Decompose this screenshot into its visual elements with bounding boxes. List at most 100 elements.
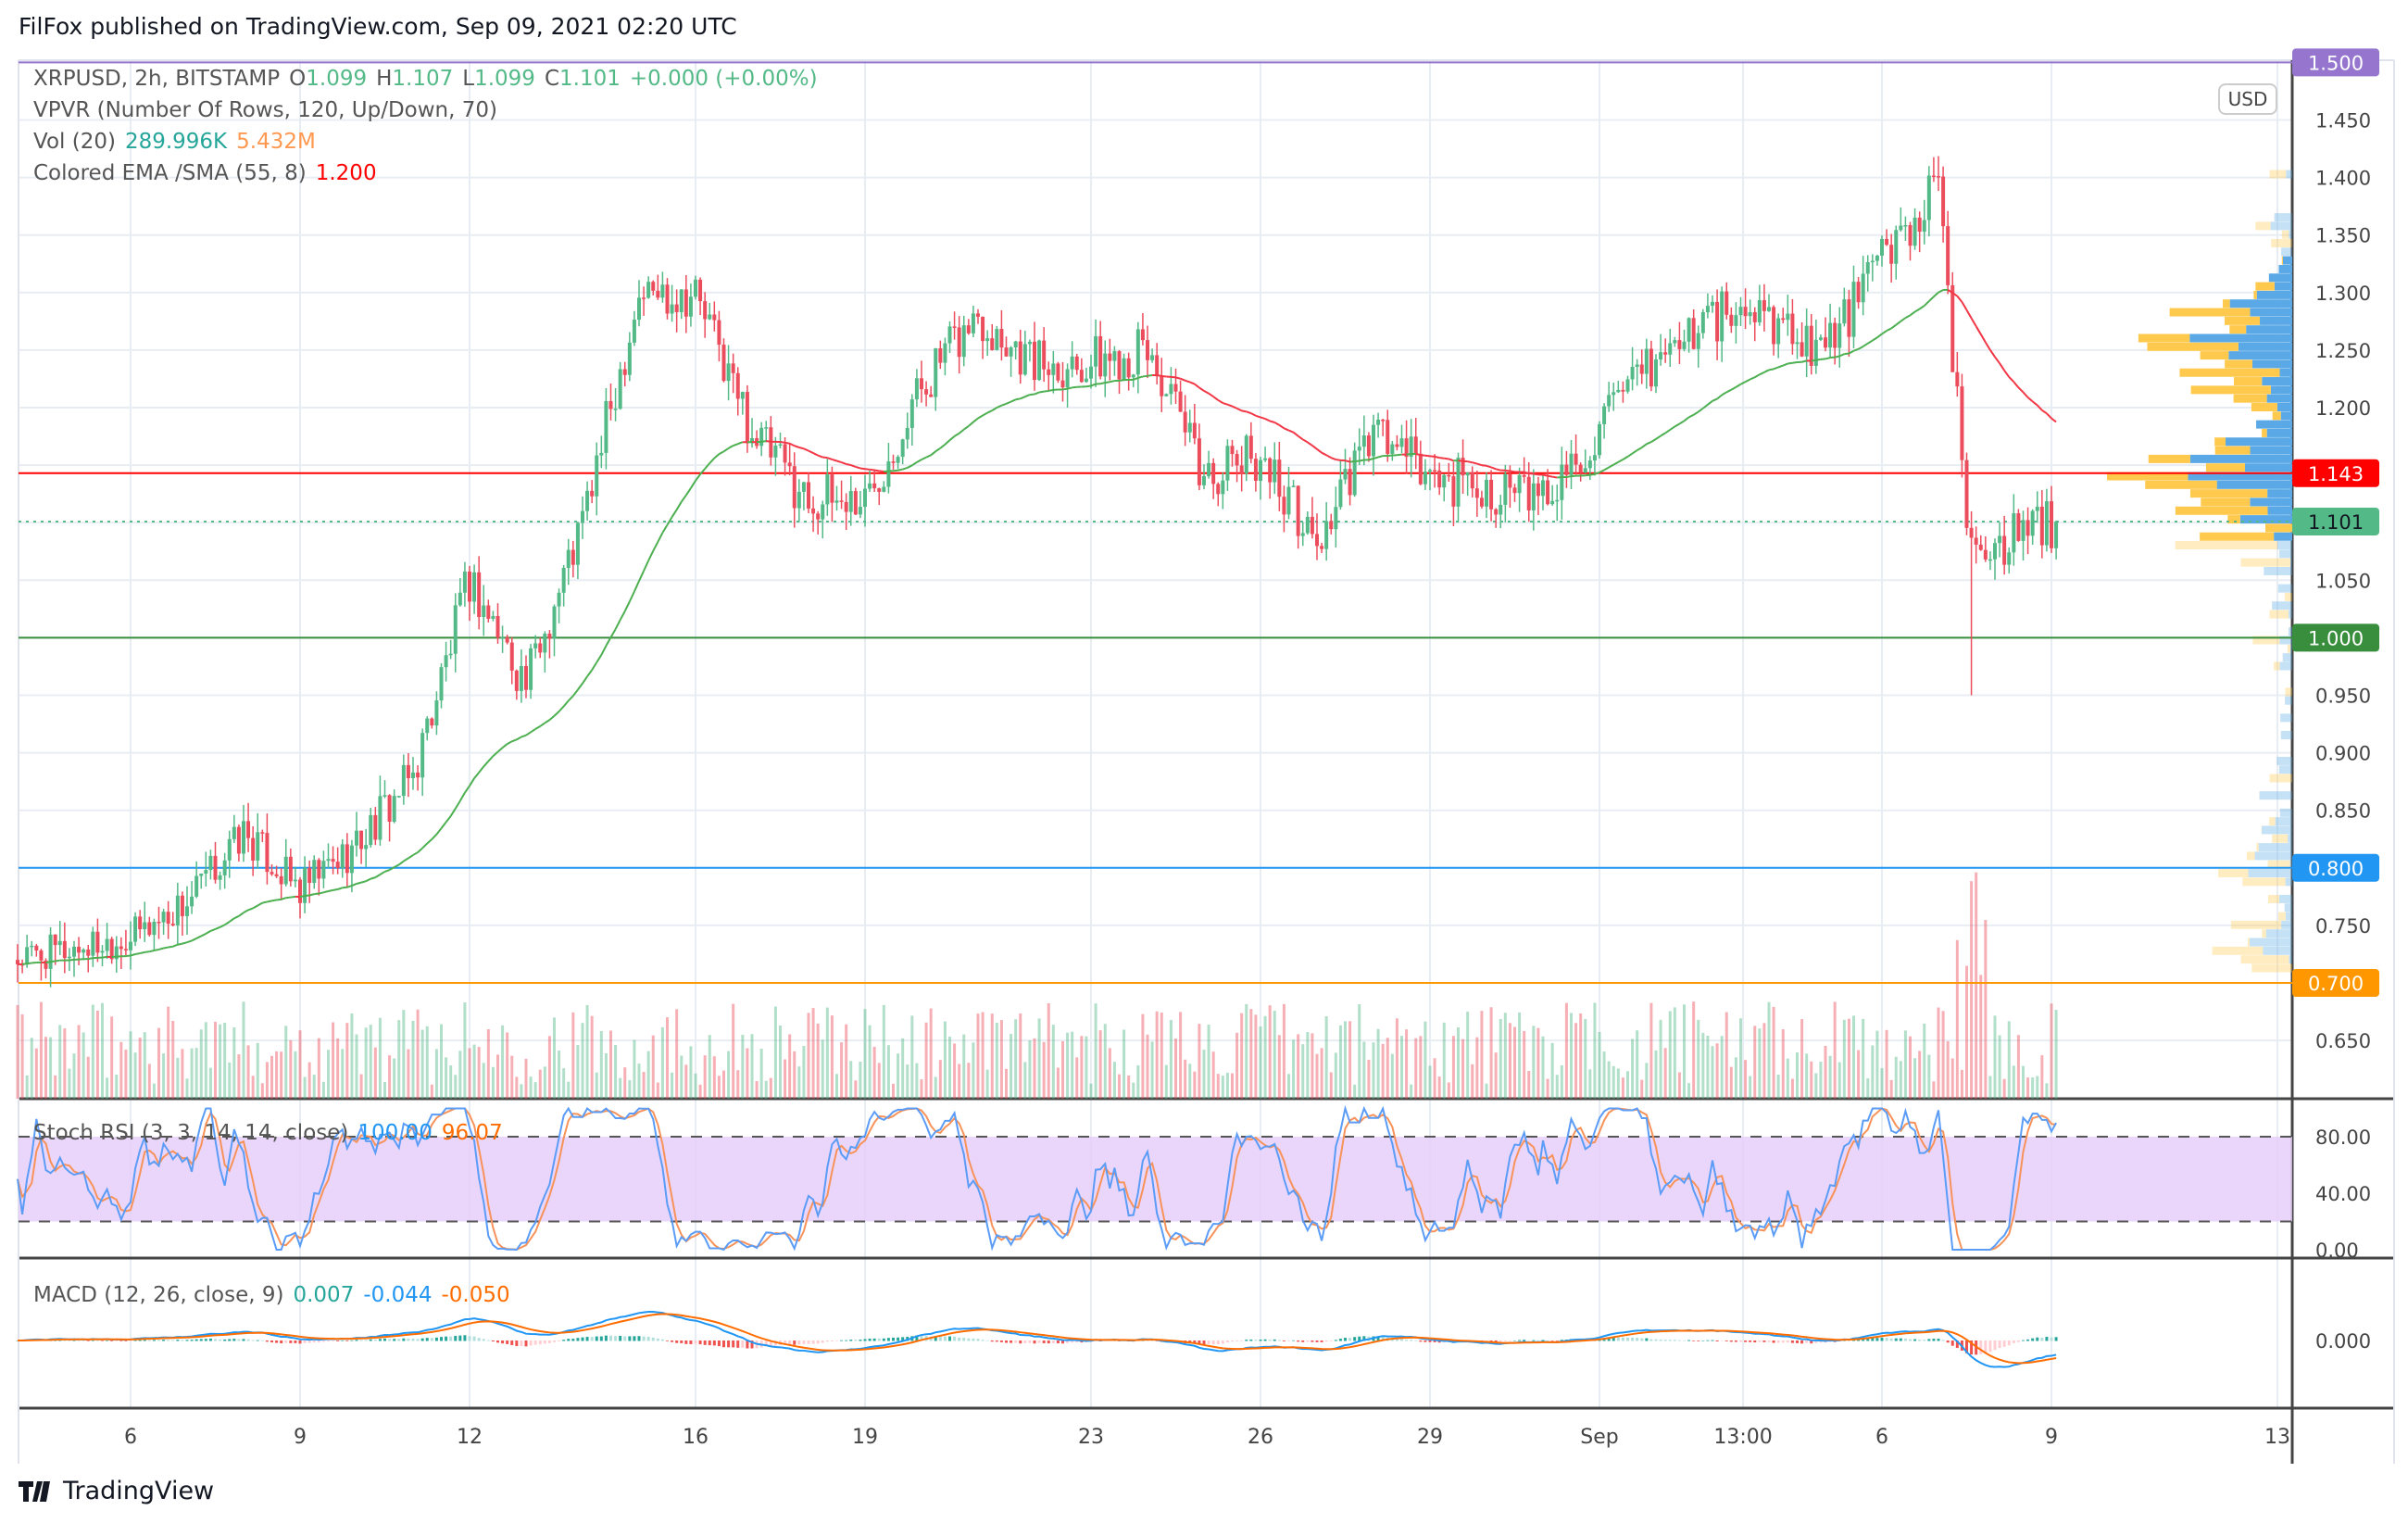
macd-histogram-bar bbox=[999, 1340, 1003, 1342]
ema-segment bbox=[1034, 391, 1040, 396]
volume-bar bbox=[129, 1031, 132, 1099]
macd-histogram-bar bbox=[1023, 1340, 1027, 1343]
candle-body bbox=[1112, 351, 1117, 361]
ema-segment bbox=[930, 450, 936, 457]
ema-segment bbox=[647, 550, 655, 561]
ema-segment bbox=[1250, 412, 1257, 417]
volume-bar bbox=[1056, 1067, 1060, 1099]
ema-segment bbox=[1377, 455, 1384, 459]
ema-legend[interactable]: Colored EMA /SMA (55, 8) 1.200 bbox=[33, 161, 386, 185]
volume-bar bbox=[830, 1015, 834, 1099]
candle-body bbox=[236, 826, 241, 854]
tradingview-logo[interactable]: TradingView bbox=[19, 1477, 214, 1505]
ema-segment bbox=[817, 454, 823, 459]
macd-histogram-bar bbox=[194, 1339, 198, 1341]
candle-body bbox=[105, 938, 109, 951]
ema-segment bbox=[346, 885, 353, 888]
candle-body bbox=[1955, 371, 1960, 387]
candle-body bbox=[2039, 506, 2044, 546]
candle-body bbox=[1160, 376, 1164, 396]
ema-segment bbox=[1626, 452, 1634, 458]
time-tick: Sep bbox=[1580, 1426, 1618, 1449]
vpvr-up-bar bbox=[2258, 843, 2292, 852]
volume-bar bbox=[341, 1049, 345, 1099]
volume-bar bbox=[990, 1013, 994, 1099]
macd-histogram-bar bbox=[327, 1340, 330, 1342]
symbol-info[interactable]: XRPUSD, 2h, BITSTAMP bbox=[33, 67, 281, 91]
candle-body bbox=[1037, 340, 1042, 381]
ema-segment bbox=[1142, 374, 1148, 378]
vpvr-up-bar bbox=[2289, 860, 2292, 869]
macd-legend[interactable]: MACD (12, 26, close, 9) 0.007 -0.044 -0.050 bbox=[33, 1283, 520, 1307]
vpvr-up-bar bbox=[2279, 661, 2292, 671]
macd-histogram-bar bbox=[1862, 1339, 1865, 1341]
macd-histogram-bar bbox=[171, 1340, 175, 1341]
volume-bar bbox=[1019, 1013, 1022, 1099]
vpvr-legend[interactable]: VPVR (Number Of Rows, 120, Up/Down, 70) bbox=[33, 98, 507, 122]
candle-body bbox=[392, 796, 396, 823]
volume-bar bbox=[143, 1032, 146, 1099]
stoch-legend[interactable]: Stoch RSI (3, 3, 14, 14, close) 100.00 96.… bbox=[33, 1121, 512, 1145]
volume-bars bbox=[16, 872, 2058, 1099]
vpvr-up-bar bbox=[2275, 817, 2292, 826]
volume-legend[interactable]: Vol (20) 289.996K 5.432M bbox=[33, 130, 325, 154]
macd-histogram-bar bbox=[445, 1336, 448, 1341]
volume-bar bbox=[345, 1023, 349, 1099]
candle-body bbox=[180, 895, 184, 916]
macd-histogram-bar bbox=[1376, 1336, 1380, 1341]
candle-body bbox=[274, 874, 279, 876]
candle-body bbox=[1004, 347, 1009, 357]
candle-body bbox=[1913, 217, 1917, 246]
volume-bar bbox=[533, 1082, 537, 1099]
candle-body bbox=[416, 772, 420, 778]
macd-histogram-bar bbox=[1381, 1336, 1385, 1341]
volume-bar bbox=[294, 1051, 297, 1099]
candle-body bbox=[34, 945, 39, 951]
macd-histogram-bar bbox=[1659, 1339, 1662, 1341]
volume-bar bbox=[1993, 1015, 1997, 1099]
volume-bar bbox=[1875, 1030, 1879, 1099]
macd-histogram-bar bbox=[1909, 1339, 1912, 1341]
time-tick: 13:00 bbox=[1713, 1426, 1772, 1449]
ema-segment bbox=[1048, 388, 1054, 392]
candle-body bbox=[486, 605, 491, 619]
currency-button[interactable]: USD bbox=[2218, 83, 2277, 115]
macd-histogram-bar bbox=[463, 1335, 467, 1341]
macd-histogram-bar bbox=[2054, 1337, 2058, 1341]
price-tick: 0.650 bbox=[2315, 1030, 2371, 1052]
candle-body bbox=[77, 946, 82, 953]
macd-histogram-bar bbox=[1631, 1337, 1635, 1341]
volume-bar bbox=[633, 1039, 636, 1099]
macd-histogram-bar bbox=[1749, 1340, 1752, 1342]
candle-body bbox=[1409, 436, 1413, 458]
candle-body bbox=[561, 568, 566, 593]
vpvr-up-bar bbox=[2289, 610, 2292, 619]
candle-body bbox=[1762, 300, 1766, 311]
volume-bar bbox=[1282, 1003, 1286, 1099]
macd-hist-value: 0.007 bbox=[293, 1283, 355, 1307]
candle-body bbox=[82, 949, 86, 953]
volume-bar bbox=[1118, 1074, 1121, 1099]
vpvr-up-bar bbox=[2289, 230, 2292, 239]
macd-histogram-bar bbox=[2050, 1337, 2053, 1341]
candle-body bbox=[796, 491, 801, 509]
candle-body bbox=[1813, 339, 1818, 366]
macd-histogram-bar bbox=[811, 1340, 815, 1344]
volume-bar bbox=[1098, 1030, 1102, 1099]
ema-segment bbox=[158, 947, 164, 950]
ema-segment bbox=[1938, 289, 1944, 294]
volume-bar bbox=[1626, 1071, 1629, 1099]
candle-body bbox=[147, 922, 152, 936]
volume-bar bbox=[2040, 1055, 2044, 1099]
candle-body bbox=[1512, 487, 1517, 494]
volume-bar bbox=[270, 1055, 273, 1099]
ema-segment bbox=[507, 740, 513, 745]
ema-segment bbox=[1336, 459, 1341, 461]
ema-segment bbox=[1768, 368, 1775, 371]
vpvr-down-bar bbox=[2222, 299, 2230, 308]
vpvr-up-bar bbox=[2264, 566, 2292, 575]
vpvr-up-bar bbox=[2270, 385, 2292, 395]
volume-bar bbox=[397, 1020, 401, 1099]
volume-bar bbox=[1683, 1004, 1686, 1099]
